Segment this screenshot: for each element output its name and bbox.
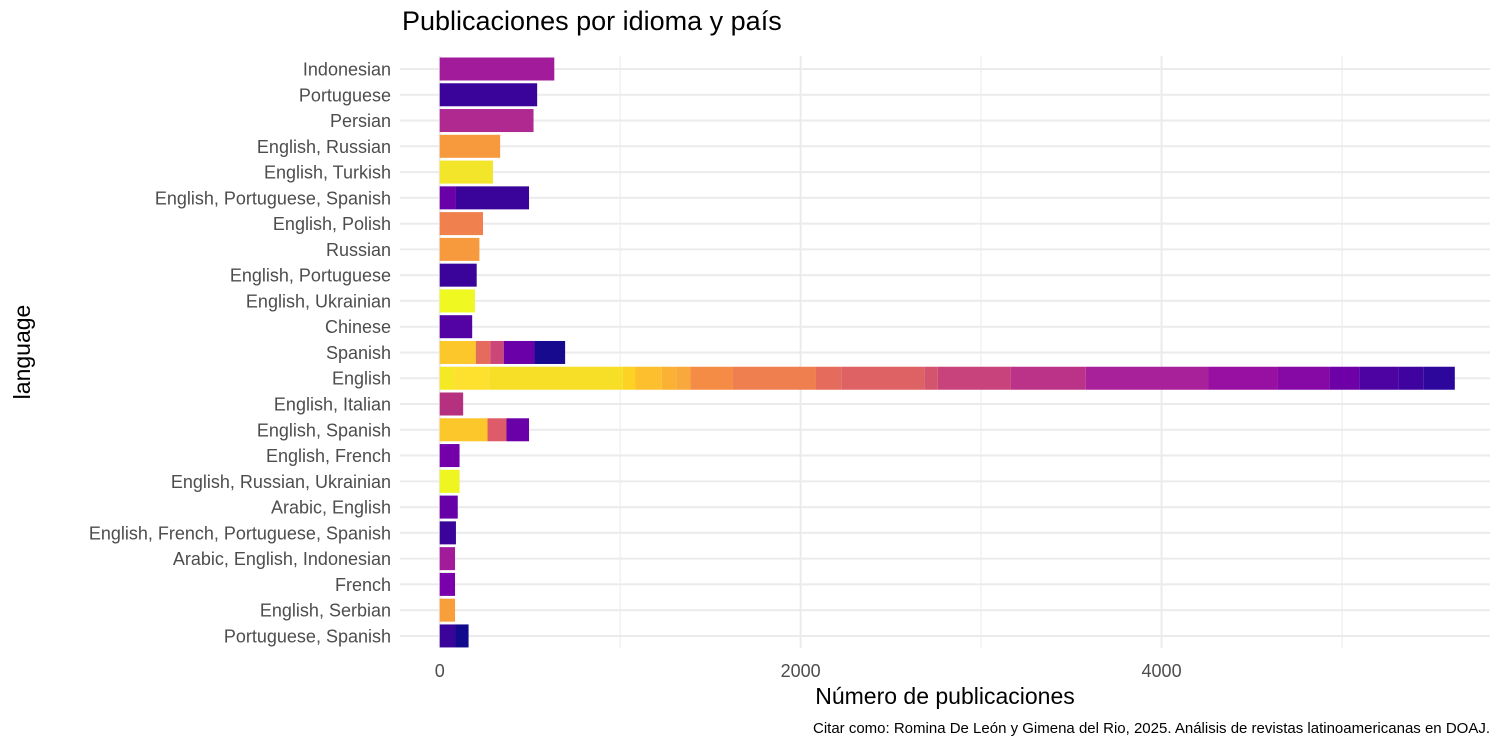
- bar-segment: [924, 366, 938, 390]
- bar-segment: [439, 572, 456, 596]
- bar-segment: [1277, 366, 1330, 390]
- y-tick-labels: Indonesian Portuguese Persian English, Russ…: [89, 60, 391, 647]
- bar-segment: [676, 366, 691, 390]
- bar-segment: [635, 366, 662, 390]
- y-tick-label: English, Russian: [257, 137, 391, 157]
- bar-segment: [439, 624, 456, 648]
- grid-lines: [400, 56, 1490, 648]
- bar-segment: [439, 469, 460, 493]
- bar-segment: [815, 366, 842, 390]
- bar-segment: [1359, 366, 1399, 390]
- bar-segment: [1208, 366, 1278, 390]
- bar-segment: [475, 340, 491, 364]
- bar-segment: [490, 340, 504, 364]
- y-tick-label: English, Portuguese: [230, 266, 391, 286]
- y-axis-title: language: [9, 305, 35, 400]
- y-tick-label: English: [332, 369, 391, 389]
- bar-segment: [690, 366, 733, 390]
- y-tick-label: Arabic, English, Indonesian: [173, 549, 391, 569]
- x-tick-label: 0: [435, 661, 445, 681]
- bar-segment: [439, 289, 475, 313]
- bar-segment: [439, 263, 477, 287]
- bar-segment: [439, 57, 555, 81]
- y-tick-label: French: [335, 575, 391, 595]
- x-tick-labels: 0 2000 4000: [435, 661, 1182, 681]
- bar-segment: [622, 366, 636, 390]
- y-tick-label: English, French: [266, 446, 391, 466]
- bar-segment: [439, 134, 501, 158]
- bar-segment: [455, 624, 469, 648]
- y-tick-label: English, Polish: [273, 214, 391, 234]
- bar-segment: [1398, 366, 1424, 390]
- bar-segment: [439, 186, 456, 210]
- bar-segment: [439, 418, 488, 442]
- y-tick-label: Chinese: [325, 317, 391, 337]
- y-tick-label: English, Russian, Ukrainian: [171, 472, 391, 492]
- bar-segment: [487, 418, 507, 442]
- y-tick-label: English, Serbian: [260, 601, 391, 621]
- bar-segment: [439, 315, 473, 339]
- chart-caption: Citar como: Romina De León y Gimena del …: [813, 720, 1490, 737]
- bar-segment: [439, 109, 534, 133]
- bar-segment: [439, 598, 456, 622]
- bar-segment: [439, 495, 458, 519]
- y-tick-label: English, French, Portuguese, Spanish: [89, 523, 391, 543]
- y-tick-label: Arabic, English: [271, 498, 391, 518]
- bar-segment: [439, 212, 484, 236]
- bar-segment: [454, 366, 490, 390]
- bar-segment: [506, 418, 530, 442]
- bar-segment: [534, 340, 566, 364]
- y-tick-label: English, Turkish: [264, 163, 391, 183]
- x-axis-title: Número de publicaciones: [815, 683, 1075, 709]
- bar-segment: [439, 83, 538, 107]
- y-tick-label: Russian: [326, 240, 391, 260]
- y-tick-label: Persian: [330, 111, 391, 131]
- chart-title: Publicaciones por idioma y país: [402, 6, 782, 36]
- x-tick-label: 2000: [781, 661, 821, 681]
- y-tick-label: Portuguese, Spanish: [224, 626, 391, 646]
- bar-segment: [661, 366, 677, 390]
- bar-segment: [439, 444, 460, 468]
- y-tick-label: English, Spanish: [257, 420, 391, 440]
- bars-group: [439, 57, 1455, 648]
- bar-segment: [455, 186, 530, 210]
- bar-segment: [439, 392, 464, 416]
- bar-segment: [439, 547, 456, 571]
- bar-segment: [503, 340, 535, 364]
- bar-segment: [841, 366, 925, 390]
- bar-segment: [439, 340, 476, 364]
- bar-segment: [489, 366, 623, 390]
- bar-segment: [439, 160, 493, 184]
- bar-segment: [732, 366, 816, 390]
- bar-segment: [1423, 366, 1455, 390]
- bar-segment: [439, 366, 455, 390]
- y-tick-label: English, Italian: [274, 395, 391, 415]
- y-tick-label: Portuguese: [299, 85, 391, 105]
- y-tick-label: English, Portuguese, Spanish: [155, 188, 391, 208]
- bar-segment: [439, 521, 456, 545]
- bar-segment: [937, 366, 1011, 390]
- bar-segment: [439, 237, 480, 261]
- y-tick-label: Indonesian: [303, 60, 391, 80]
- bar-segment: [1329, 366, 1360, 390]
- bar-segment: [1010, 366, 1086, 390]
- y-tick-label: Spanish: [326, 343, 391, 363]
- y-tick-label: English, Ukrainian: [246, 291, 391, 311]
- bar-segment: [1085, 366, 1209, 390]
- x-tick-label: 4000: [1142, 661, 1182, 681]
